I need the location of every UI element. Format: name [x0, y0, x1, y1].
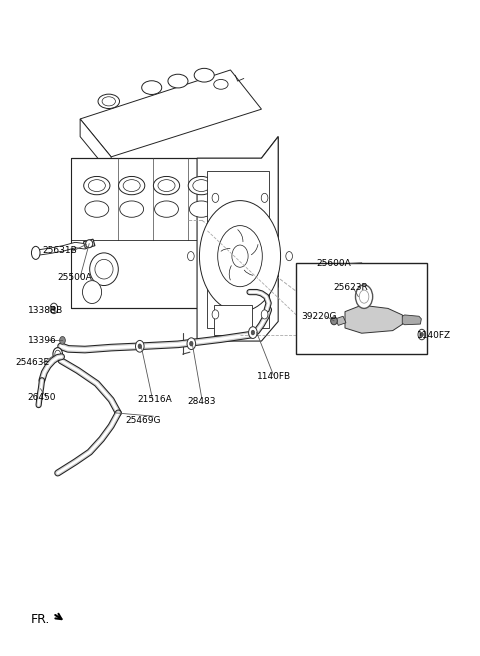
Ellipse shape	[119, 176, 145, 195]
Ellipse shape	[32, 247, 40, 259]
Circle shape	[420, 333, 423, 337]
Polygon shape	[345, 305, 405, 333]
Text: 26450: 26450	[28, 394, 56, 402]
Circle shape	[251, 330, 254, 335]
Ellipse shape	[84, 176, 110, 195]
Polygon shape	[80, 70, 262, 157]
Circle shape	[138, 344, 142, 348]
Bar	[296, 262, 427, 354]
Ellipse shape	[142, 81, 162, 94]
Circle shape	[52, 306, 55, 310]
Ellipse shape	[123, 180, 140, 192]
Circle shape	[232, 245, 248, 267]
Text: 1140FB: 1140FB	[257, 373, 291, 382]
Bar	[206, 171, 269, 328]
Text: 25463E: 25463E	[16, 358, 50, 367]
Circle shape	[199, 201, 281, 312]
Polygon shape	[197, 136, 278, 341]
Circle shape	[187, 338, 196, 350]
Ellipse shape	[55, 350, 60, 358]
Circle shape	[212, 310, 219, 319]
Ellipse shape	[158, 180, 175, 192]
Circle shape	[50, 303, 58, 314]
Circle shape	[218, 226, 262, 287]
Ellipse shape	[214, 79, 228, 89]
Text: 21516A: 21516A	[137, 396, 172, 404]
Ellipse shape	[83, 281, 102, 304]
Circle shape	[286, 251, 292, 260]
Text: 25623R: 25623R	[333, 283, 368, 292]
Circle shape	[188, 251, 194, 260]
Polygon shape	[80, 119, 111, 174]
Circle shape	[261, 310, 268, 319]
Text: 25631B: 25631B	[42, 247, 77, 255]
Text: 28483: 28483	[188, 397, 216, 405]
Circle shape	[249, 327, 257, 338]
Polygon shape	[84, 239, 95, 249]
Ellipse shape	[331, 317, 337, 325]
Text: FR.: FR.	[31, 613, 50, 626]
Text: 25500A: 25500A	[58, 272, 93, 281]
Ellipse shape	[154, 176, 180, 195]
Text: 25600A: 25600A	[316, 260, 351, 268]
Ellipse shape	[155, 201, 179, 217]
Ellipse shape	[102, 96, 116, 106]
Text: 1140FZ: 1140FZ	[417, 331, 451, 340]
Ellipse shape	[120, 201, 144, 217]
Ellipse shape	[95, 259, 113, 279]
Circle shape	[418, 329, 426, 340]
Ellipse shape	[188, 176, 215, 195]
Ellipse shape	[194, 68, 214, 82]
Text: 39220G: 39220G	[301, 312, 336, 321]
Polygon shape	[402, 315, 421, 325]
Polygon shape	[336, 316, 346, 325]
Ellipse shape	[193, 180, 210, 192]
Circle shape	[60, 337, 65, 344]
Circle shape	[360, 290, 369, 303]
Ellipse shape	[90, 253, 118, 285]
Polygon shape	[262, 136, 278, 308]
Bar	[214, 305, 252, 335]
Text: 25469G: 25469G	[125, 417, 161, 425]
Text: 1338BB: 1338BB	[28, 306, 63, 315]
Text: 13396: 13396	[28, 336, 56, 345]
Ellipse shape	[88, 180, 106, 192]
Circle shape	[212, 194, 219, 203]
Ellipse shape	[85, 240, 93, 248]
Ellipse shape	[168, 74, 188, 88]
Polygon shape	[71, 158, 262, 308]
Ellipse shape	[85, 201, 109, 217]
Circle shape	[356, 285, 372, 308]
Ellipse shape	[53, 348, 62, 361]
Circle shape	[135, 340, 144, 352]
Ellipse shape	[190, 201, 213, 217]
Ellipse shape	[98, 94, 120, 108]
Circle shape	[190, 341, 193, 346]
Circle shape	[261, 194, 268, 203]
